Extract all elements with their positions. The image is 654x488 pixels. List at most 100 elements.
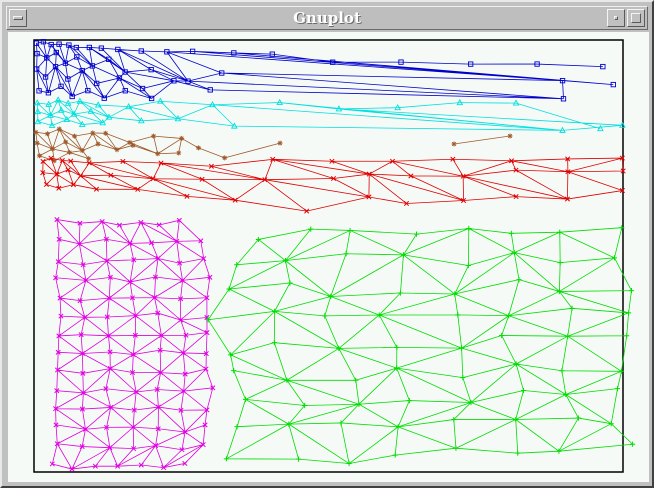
mesh-point — [74, 54, 80, 60]
mesh-point — [105, 113, 113, 120]
mesh-point — [103, 386, 109, 392]
mesh-point — [557, 229, 563, 235]
mesh-point — [174, 115, 182, 122]
blue-mesh — [33, 39, 616, 102]
mesh-point — [155, 151, 161, 157]
mesh-point — [209, 100, 216, 108]
mesh-point — [499, 332, 505, 339]
mesh-point — [108, 404, 114, 410]
minimize-button[interactable] — [607, 9, 625, 27]
mesh-point — [53, 406, 59, 412]
mesh-point — [608, 421, 614, 427]
mesh-point — [161, 465, 167, 471]
mesh-point — [179, 135, 185, 141]
mesh-point — [80, 390, 86, 396]
mesh-point — [54, 96, 62, 103]
mesh-point — [513, 416, 519, 423]
mesh-point — [232, 197, 238, 203]
mesh-point — [127, 139, 133, 145]
mesh-point — [516, 276, 522, 283]
mesh-point — [343, 251, 349, 257]
mesh-point — [89, 63, 96, 69]
mesh-point — [394, 344, 400, 351]
mesh-point — [450, 156, 456, 162]
mesh-point — [205, 317, 211, 323]
mesh-point — [600, 63, 606, 70]
mesh-point — [34, 140, 40, 146]
mesh-point — [106, 56, 112, 62]
mesh-point — [184, 193, 190, 199]
mesh-point — [83, 277, 89, 283]
mesh-point — [204, 407, 210, 413]
mesh-point — [178, 317, 184, 323]
mesh-point — [513, 361, 519, 367]
mesh-point — [231, 50, 237, 56]
mesh-point — [127, 279, 133, 285]
mesh-point — [55, 259, 61, 265]
mesh-point — [336, 345, 342, 352]
mesh-point — [70, 182, 76, 188]
mesh-point — [103, 236, 109, 242]
mesh-point — [87, 107, 95, 114]
mesh-point — [597, 124, 604, 132]
mesh-point — [277, 140, 283, 146]
mesh-point — [559, 126, 566, 133]
mesh-point — [86, 156, 92, 162]
mesh-point — [54, 367, 61, 373]
mesh-point — [108, 172, 114, 178]
mesh-point — [242, 396, 249, 402]
mesh-point — [154, 386, 160, 393]
magenta-mesh — [49, 217, 216, 472]
mesh-point — [70, 110, 78, 117]
mesh-point — [619, 121, 626, 128]
mesh-point — [625, 310, 632, 316]
mesh-point — [202, 422, 208, 428]
mesh-point — [130, 424, 136, 430]
mesh-point — [33, 129, 39, 135]
mesh-point — [156, 222, 162, 228]
mesh-point — [164, 49, 170, 55]
mesh-point — [56, 185, 62, 191]
mesh-point — [230, 122, 238, 129]
title-bar[interactable]: Gnuplot — [6, 6, 648, 30]
maximize-button[interactable] — [627, 9, 645, 27]
mesh-point — [56, 333, 62, 339]
mesh-point — [304, 208, 310, 214]
mesh-point — [76, 97, 84, 104]
mesh-point — [508, 230, 514, 236]
plot-canvas[interactable] — [8, 32, 649, 482]
mesh-point — [33, 40, 40, 46]
mesh-point — [201, 256, 207, 262]
mesh-point — [42, 74, 49, 80]
mesh-point — [79, 67, 85, 74]
green-mesh — [205, 225, 636, 467]
mesh-point — [565, 333, 571, 339]
mesh-point — [556, 448, 562, 454]
mesh-point — [179, 447, 185, 453]
mesh-point — [183, 332, 189, 338]
mesh-point — [122, 69, 128, 75]
mesh-point — [515, 450, 521, 456]
mesh-point — [131, 257, 137, 263]
mesh-point — [76, 241, 82, 247]
mesh-point — [366, 171, 372, 177]
mesh-point — [40, 158, 46, 164]
mesh-point — [204, 295, 210, 301]
mesh-point — [347, 227, 353, 234]
maximize-icon — [631, 13, 641, 23]
mesh-point — [33, 99, 41, 106]
mesh-point — [564, 196, 571, 202]
red-mesh-edges — [42, 157, 624, 212]
mesh-point — [34, 66, 40, 72]
mesh-point — [135, 186, 141, 192]
brown-mesh — [33, 126, 513, 164]
mesh-point — [45, 100, 53, 107]
mesh-point — [394, 365, 400, 371]
mesh-point — [460, 375, 466, 381]
mesh-point — [389, 158, 396, 164]
mesh-point — [107, 366, 113, 372]
mesh-point — [155, 255, 161, 262]
mesh-point — [53, 275, 59, 281]
window-menu-button[interactable] — [9, 9, 27, 27]
